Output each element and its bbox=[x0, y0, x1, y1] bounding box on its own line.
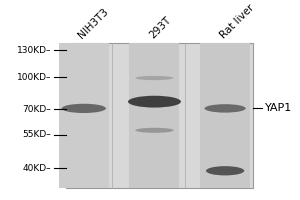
Bar bbox=[129, 43, 179, 188]
Bar bbox=[59, 43, 109, 188]
Text: YAP1: YAP1 bbox=[265, 103, 292, 113]
Ellipse shape bbox=[205, 104, 246, 113]
Text: 55KD–: 55KD– bbox=[23, 130, 51, 139]
Bar bbox=[200, 43, 250, 188]
Ellipse shape bbox=[135, 76, 174, 80]
Text: 70KD–: 70KD– bbox=[23, 105, 51, 114]
Bar bbox=[66, 43, 253, 188]
Ellipse shape bbox=[62, 104, 106, 113]
Text: Rat liver: Rat liver bbox=[218, 2, 256, 40]
Text: 293T: 293T bbox=[147, 15, 173, 40]
Text: 130KD–: 130KD– bbox=[17, 46, 51, 55]
Text: NIH3T3: NIH3T3 bbox=[77, 6, 111, 40]
Text: 40KD–: 40KD– bbox=[23, 164, 51, 173]
Text: 100KD–: 100KD– bbox=[17, 73, 51, 82]
Ellipse shape bbox=[135, 128, 174, 133]
Ellipse shape bbox=[206, 166, 244, 175]
Ellipse shape bbox=[128, 96, 181, 108]
